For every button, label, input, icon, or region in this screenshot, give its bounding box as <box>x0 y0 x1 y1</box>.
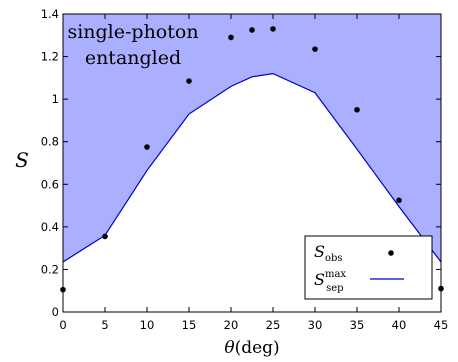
x-tick-label: 30 <box>308 318 323 332</box>
data-point-obs <box>270 26 276 32</box>
legend: Sobs Smax sep <box>304 235 433 300</box>
axes-ticks: 0 5 10 15 20 25 30 35 40 45 0 0.2 0.4 0.6 0.8 1 1.2 1.4 <box>41 7 449 332</box>
y-tick-label: 0 <box>52 305 59 319</box>
legend-box <box>304 235 433 300</box>
y-tick-label: 1.2 <box>41 50 59 64</box>
data-point-obs <box>354 106 360 113</box>
data-point-obs <box>249 27 255 33</box>
legend-entry-obs: Sobs <box>314 242 394 264</box>
data-point-obs <box>228 34 234 41</box>
plot-area <box>63 14 441 263</box>
legend-label-sep: Smax sep <box>314 269 346 294</box>
data-point-obs <box>312 46 318 52</box>
y-tick-label: 1.4 <box>41 7 59 21</box>
legend-marker-obs <box>388 250 394 256</box>
x-tick-label: 40 <box>392 318 407 332</box>
data-point-obs <box>144 144 150 150</box>
x-tick-label: 15 <box>182 318 197 332</box>
data-point-obs <box>102 233 108 240</box>
x-tick-label: 5 <box>101 318 108 332</box>
region-label-line2: entangled <box>85 47 181 69</box>
x-tick-label: 35 <box>350 318 365 332</box>
y-tick-label: 0.8 <box>41 135 59 149</box>
data-point-obs <box>438 285 444 292</box>
series-line-sep-max <box>63 72 441 263</box>
x-tick-label: 0 <box>59 318 66 332</box>
region-label-line1: single-photon <box>67 21 198 43</box>
y-tick-label: 0.6 <box>41 177 59 191</box>
legend-label-obs: Sobs <box>314 242 343 264</box>
y-tick-label: 1 <box>52 92 59 106</box>
entangled-region <box>63 14 441 262</box>
observed-points <box>60 26 444 293</box>
y-tick-label: 0.4 <box>41 220 59 234</box>
x-tick-label: 25 <box>266 318 281 332</box>
data-point-obs <box>396 197 402 204</box>
y-axis-label: S <box>15 148 29 172</box>
y-tick-label: 0.2 <box>41 262 59 276</box>
plot-frame <box>62 13 442 313</box>
data-point-obs <box>186 78 192 84</box>
x-tick-label: 10 <box>140 318 155 332</box>
x-tick-label: 20 <box>224 318 239 332</box>
x-axis-label: θ(deg) <box>224 338 279 358</box>
legend-entry-sep: Smax sep <box>314 269 404 294</box>
x-tick-label: 45 <box>434 318 449 332</box>
data-point-obs <box>60 286 66 293</box>
